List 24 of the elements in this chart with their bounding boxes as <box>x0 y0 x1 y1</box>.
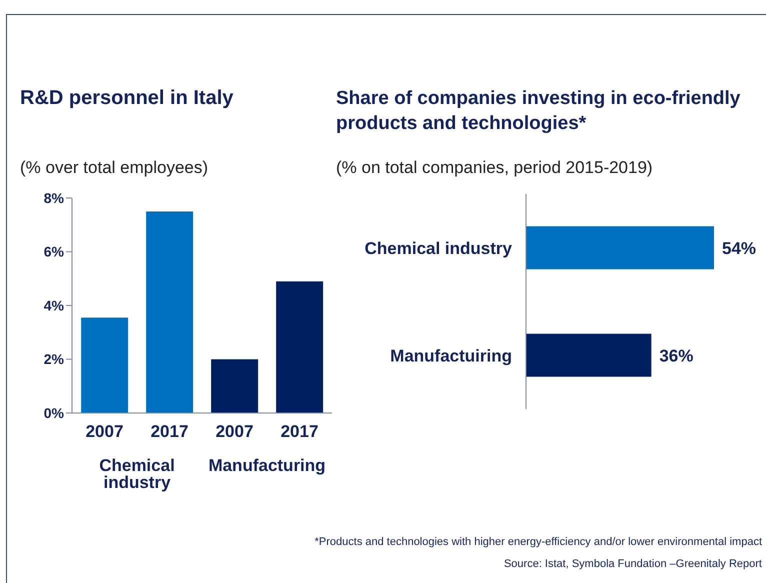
data-label: 36% <box>659 346 694 366</box>
x-tick-label: 2017 <box>150 422 188 441</box>
chart-title: R&D personnel in Italy <box>20 86 234 111</box>
bar <box>276 281 324 413</box>
bar <box>146 211 194 413</box>
y-tick-label: Manufactuiring <box>390 346 512 366</box>
y-tick-label: 2% <box>44 351 65 368</box>
bar <box>211 359 258 413</box>
source-note: Source: Istat, Symbola Fundation –Greenitaly Report <box>504 558 762 570</box>
text: *Products and technologies with higher energy-efficiency and/or lower environmental impact <box>314 536 762 548</box>
y-tick-label: 6% <box>44 244 65 260</box>
x-tick-label: 2007 <box>86 422 124 441</box>
text: Chemical industry <box>99 456 175 492</box>
x-tick-label: 2007 <box>216 422 254 441</box>
bar <box>81 318 128 413</box>
y-tick-label: 0% <box>44 404 65 421</box>
text: Manufacturing <box>208 456 326 476</box>
chart-subtitle: (% on total companies, period 2015-2019) <box>336 158 654 178</box>
data-label: 54% <box>722 238 756 258</box>
x-tick-label: 2017 <box>280 422 318 441</box>
chart-subtitle: (% over total employees) <box>20 158 208 177</box>
chart-title: Share of companies investing in eco-friendly products and technologies* <box>336 87 742 136</box>
y-tick-label: 4% <box>44 297 65 314</box>
y-tick-label: 8% <box>44 190 65 206</box>
